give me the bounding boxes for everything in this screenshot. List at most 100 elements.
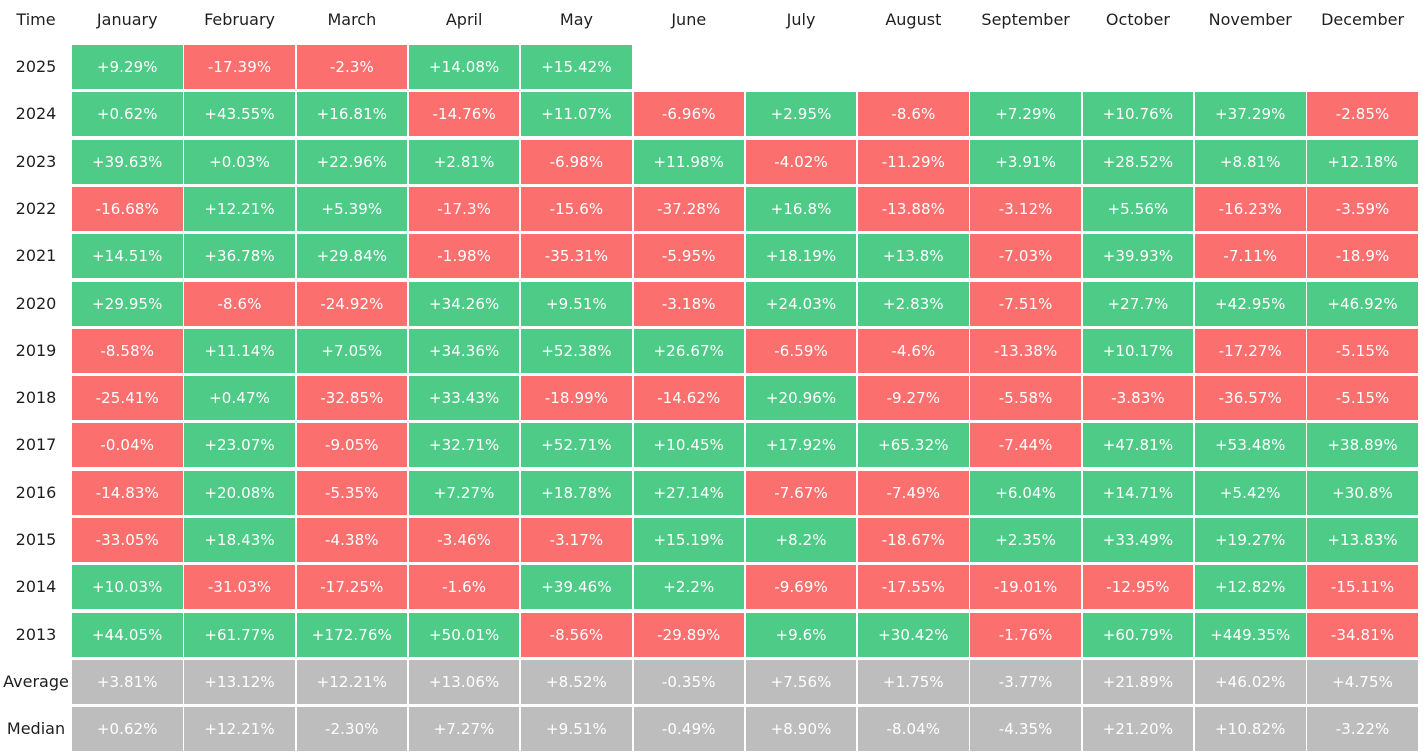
return-cell: -24.92%	[296, 281, 408, 326]
summary-cell: +13.12%	[184, 659, 295, 704]
column-header: December	[1321, 10, 1405, 29]
column-header: May	[559, 10, 593, 29]
year-label: 2019	[15, 340, 57, 360]
return-cell: +17.92%	[745, 423, 857, 468]
return-cell: +172.76%	[296, 612, 408, 657]
return-cell: -31.03%	[184, 565, 295, 610]
return-cell: +13.83%	[1307, 518, 1418, 562]
summary-cell: -0.35%	[633, 659, 744, 704]
return-cell: -7.11%	[1195, 234, 1306, 279]
return-cell: -14.83%	[72, 470, 183, 515]
summary-cell: +46.02%	[1195, 659, 1306, 704]
return-cell: +11.07%	[521, 92, 632, 137]
return-cell: +20.08%	[184, 470, 295, 515]
return-cell: -7.03%	[970, 234, 1081, 279]
summary-cell: +7.56%	[745, 659, 857, 704]
column-header: April	[445, 10, 483, 29]
return-cell: +46.92%	[1307, 281, 1418, 326]
return-cell: -3.83%	[1082, 376, 1194, 421]
return-cell: -7.67%	[745, 470, 857, 515]
return-cell: +12.18%	[1307, 139, 1418, 184]
return-cell: +449.35%	[1195, 612, 1306, 657]
return-cell: +23.07%	[184, 423, 295, 468]
return-cell: -7.49%	[858, 470, 969, 515]
return-cell: +32.71%	[408, 423, 520, 468]
summary-cell: -0.49%	[633, 707, 744, 752]
return-cell: -17.3%	[408, 186, 520, 231]
return-cell: +33.49%	[1082, 518, 1194, 562]
summary-cell: +21.20%	[1082, 707, 1194, 752]
return-cell: -4.02%	[745, 139, 857, 184]
summary-cell: +13.06%	[408, 659, 520, 704]
return-cell: -3.18%	[633, 281, 744, 326]
return-cell: +11.14%	[184, 328, 295, 373]
return-cell: +28.52%	[1082, 139, 1194, 184]
return-cell: -17.39%	[184, 45, 295, 89]
return-cell: -7.51%	[970, 281, 1081, 326]
return-cell: -18.99%	[521, 376, 632, 421]
summary-cell: +9.51%	[521, 707, 632, 752]
return-cell: +27.7%	[1082, 281, 1194, 326]
return-cell: +14.51%	[72, 234, 183, 279]
return-cell: -2.3%	[296, 45, 408, 89]
return-cell: -12.95%	[1082, 565, 1194, 610]
return-cell: +9.6%	[745, 612, 857, 657]
return-cell: +37.29%	[1195, 92, 1306, 137]
return-cell: +14.71%	[1082, 470, 1194, 515]
return-cell: -15.11%	[1307, 565, 1418, 610]
return-cell: +53.48%	[1195, 423, 1306, 468]
return-cell: +30.42%	[858, 612, 969, 657]
return-cell: +18.19%	[745, 234, 857, 279]
return-cell: +12.21%	[184, 186, 295, 231]
summary-cell: -8.04%	[858, 707, 969, 752]
return-cell: -33.05%	[72, 518, 183, 562]
year-label: 2015	[15, 530, 57, 549]
return-cell: -36.57%	[1195, 376, 1306, 421]
year-label: 2020	[15, 293, 57, 313]
return-cell: +0.03%	[184, 139, 295, 184]
summary-cell: +0.62%	[72, 707, 183, 752]
column-header: November	[1208, 10, 1292, 29]
return-cell: +18.78%	[521, 470, 632, 515]
column-header: February	[204, 10, 275, 29]
return-cell: -6.59%	[745, 328, 857, 373]
return-cell: -13.88%	[858, 186, 969, 231]
return-cell: +43.55%	[184, 92, 295, 137]
return-cell: +15.42%	[521, 45, 632, 89]
return-cell: -14.76%	[408, 92, 520, 137]
summary-cell: -3.77%	[970, 659, 1081, 704]
return-cell: -4.6%	[858, 328, 969, 373]
year-label: 2023	[15, 151, 57, 171]
return-cell: -5.95%	[633, 234, 744, 279]
return-cell: +60.79%	[1082, 612, 1194, 657]
year-label: 2018	[15, 388, 57, 408]
return-cell: -5.15%	[1307, 328, 1418, 373]
return-cell: -3.59%	[1307, 186, 1418, 231]
return-cell: +26.67%	[633, 328, 744, 373]
return-cell: -8.6%	[858, 92, 969, 137]
column-header: August	[885, 10, 942, 29]
summary-cell: +10.82%	[1195, 707, 1306, 752]
return-cell: +50.01%	[408, 612, 520, 657]
summary-cell: +8.52%	[521, 659, 632, 704]
return-cell: +36.78%	[184, 234, 295, 279]
return-cell: +19.27%	[1195, 518, 1306, 562]
return-cell: -9.27%	[858, 376, 969, 421]
return-cell: +2.83%	[858, 281, 969, 326]
return-cell: +3.91%	[970, 139, 1081, 184]
return-cell: -5.15%	[1307, 376, 1418, 421]
return-cell: -17.27%	[1195, 328, 1306, 373]
return-cell: +0.47%	[184, 376, 295, 421]
return-cell: +6.04%	[970, 470, 1081, 515]
return-cell: -8.56%	[521, 612, 632, 657]
return-cell: -5.58%	[970, 376, 1081, 421]
return-cell: -8.6%	[184, 281, 295, 326]
return-cell: +16.8%	[745, 186, 857, 231]
return-cell: +7.05%	[296, 328, 408, 373]
return-cell: -4.38%	[296, 518, 408, 562]
return-cell: -18.67%	[858, 518, 969, 562]
return-cell: +5.42%	[1195, 470, 1306, 515]
summary-cell: +4.75%	[1307, 659, 1418, 704]
return-cell: -34.81%	[1307, 612, 1418, 657]
